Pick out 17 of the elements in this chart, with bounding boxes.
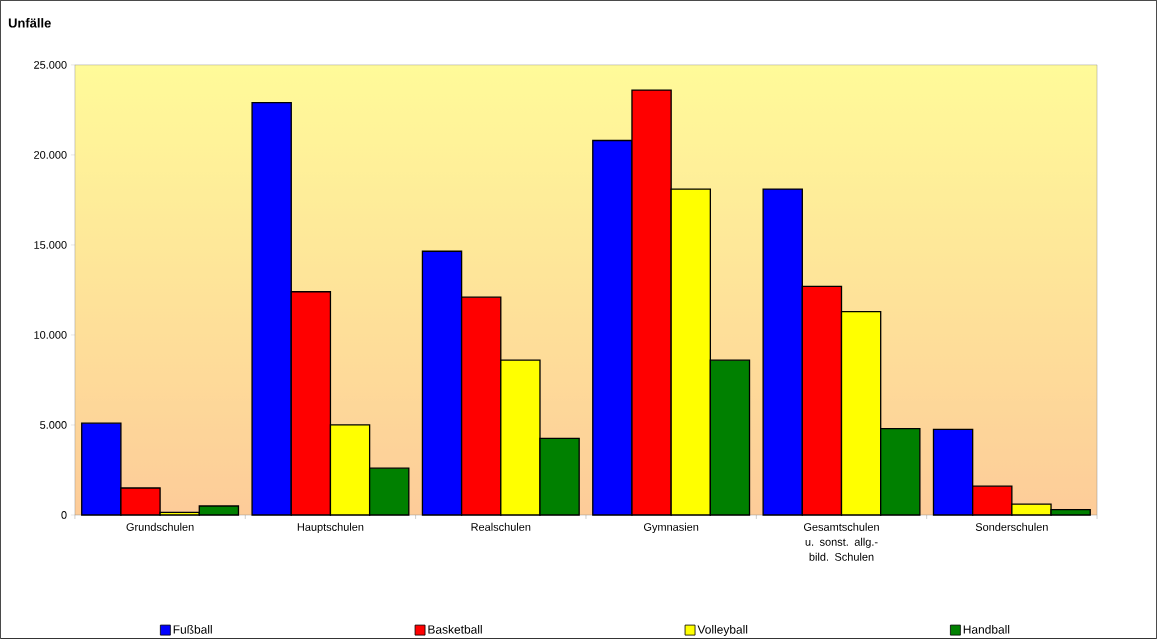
y-tick-label: 5.000	[40, 420, 67, 429]
y-tick-label: 15.000	[34, 240, 67, 249]
legend-label: Volleyball	[697, 624, 748, 636]
x-tick-label: Gesamtschulen u. sonst. allg.-bild. Schulen	[803, 522, 879, 561]
x-tick-label: Gymnasien	[643, 522, 699, 533]
x-tick-label: Sonderschulen	[975, 522, 1048, 531]
legend-label: Handball	[963, 624, 1010, 634]
chart-title: Unfälle	[8, 17, 51, 28]
legend-label: Fußball	[173, 624, 212, 634]
x-tick-label: Hauptschulen	[297, 522, 364, 533]
x-tick-label: Realschulen	[471, 522, 531, 531]
y-tick-label: 20.000	[34, 150, 67, 159]
y-tick-label: 10.000	[34, 330, 67, 339]
y-tick-label: 25.000	[34, 60, 67, 69]
legend-label: Basketball	[428, 624, 482, 634]
x-tick-label: Grundschulen	[126, 522, 194, 531]
y-tick-label: 0	[61, 511, 67, 519]
